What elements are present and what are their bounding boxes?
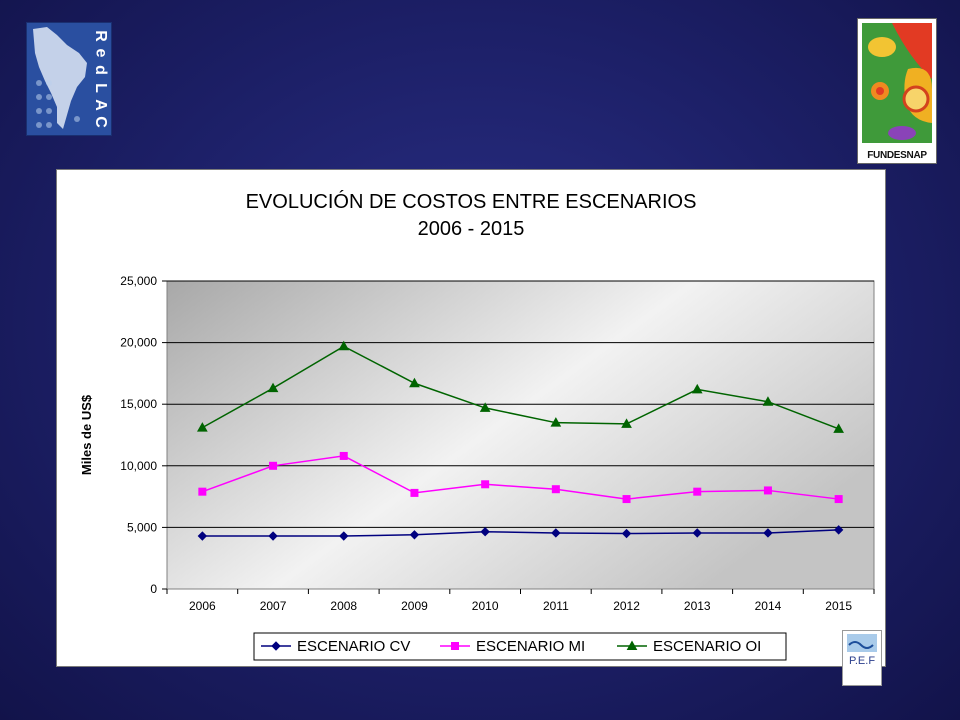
legend-label-3: ESCENARIO OI — [653, 638, 761, 655]
triangle-marker — [833, 423, 845, 433]
diamond-marker — [763, 528, 773, 538]
x-tick-label: 2006 — [189, 599, 216, 613]
diamond-marker — [621, 528, 632, 539]
legend: ESCENARIO CV ESCENARIO MI ESCENARIO OI — [261, 638, 761, 655]
y-tick-label: 20,000 — [120, 336, 157, 350]
y-tick-label: 15,000 — [120, 397, 157, 411]
series-line-2 — [202, 455, 839, 500]
diamond-marker — [480, 527, 490, 537]
triangle-marker — [626, 640, 638, 650]
triangle-marker — [409, 377, 420, 388]
pef-logo: P.E.F — [842, 630, 882, 686]
line-chart: EVOLUCIÓN DE COSTOS ENTRE ESCENARIOS 200… — [79, 190, 875, 661]
grid-lines — [167, 280, 874, 528]
series-markers — [196, 340, 845, 541]
y-tick-label: 5,000 — [127, 520, 157, 534]
diamond-marker — [692, 528, 702, 538]
fundesnap-artwork-icon — [862, 23, 932, 143]
square-marker — [451, 642, 459, 650]
diamond-marker — [197, 531, 208, 541]
x-tick-label: 2007 — [260, 599, 287, 613]
series-line-1 — [202, 529, 839, 537]
legend-label-1: ESCENARIO CV — [297, 638, 410, 655]
plot-area — [166, 280, 875, 590]
square-marker — [693, 487, 702, 496]
y-tick-label: 25,000 — [120, 274, 157, 288]
diamond-marker — [551, 528, 561, 538]
legend-box — [253, 632, 787, 661]
series-lines — [201, 345, 839, 537]
y-tick-label: 10,000 — [120, 459, 157, 473]
y-axis-label: Miles de US$ — [79, 394, 94, 475]
redlac-logo-text: R e d L A C — [91, 27, 109, 131]
triangle-marker — [762, 396, 774, 406]
x-tick-label: 2011 — [543, 599, 569, 613]
x-tick-label: 2009 — [401, 599, 428, 613]
pef-wave-icon — [847, 634, 877, 652]
triangle-marker — [338, 340, 350, 351]
square-marker — [410, 488, 419, 497]
triangle-marker — [479, 402, 491, 412]
triangle-marker — [621, 418, 632, 428]
chart-title-line-1: EVOLUCIÓN DE COSTOS ENTRE ESCENARIOS — [246, 190, 697, 213]
chart-title-line-2: 2006 - 2015 — [418, 218, 525, 240]
triangle-marker — [550, 417, 562, 427]
redlac-letter: e — [92, 48, 109, 58]
triangle-marker — [691, 383, 703, 394]
diamond-marker — [271, 641, 281, 651]
redlac-letter: C — [92, 116, 109, 129]
fundesnap-caption: FUNDESNAP — [867, 150, 927, 161]
triangle-marker — [267, 382, 279, 393]
redlac-logo: R e d L A C — [26, 22, 112, 136]
redlac-letter: L — [92, 82, 109, 93]
diamond-marker — [268, 531, 278, 541]
redlac-letter: A — [92, 99, 109, 111]
chart-panel: EVOLUCIÓN DE COSTOS ENTRE ESCENARIOS 200… — [56, 169, 886, 667]
x-tick-label: 2014 — [755, 599, 782, 613]
diamond-marker — [409, 530, 420, 540]
square-marker — [763, 486, 772, 495]
series-line-3 — [201, 345, 839, 430]
square-marker — [834, 495, 843, 504]
diamond-marker — [833, 525, 844, 535]
x-tick-label: 2015 — [825, 599, 852, 613]
square-marker — [339, 451, 348, 460]
x-tick-label: 2013 — [684, 599, 711, 613]
latin-america-map-icon — [33, 27, 87, 129]
legend-label-2: ESCENARIO MI — [476, 638, 585, 655]
diamond-marker — [339, 531, 349, 541]
triangle-marker — [196, 422, 208, 432]
x-tick-label: 2010 — [472, 599, 499, 613]
square-marker — [269, 461, 278, 470]
x-tick-label: 2008 — [330, 599, 357, 613]
square-marker — [551, 485, 560, 494]
x-tick-label: 2012 — [613, 599, 640, 613]
axes: 0 5,000 10,000 15,000 20,000 25,000 2006 2007 20… — [120, 274, 875, 613]
y-tick-label: 0 — [150, 582, 157, 596]
pef-caption: P.E.F — [848, 655, 876, 667]
square-marker — [198, 487, 207, 496]
square-marker — [481, 480, 490, 489]
redlac-letter: R — [92, 29, 109, 42]
fundesnap-logo: FUNDESNAP — [857, 18, 937, 164]
redlac-letter: d — [92, 65, 109, 76]
square-marker — [622, 495, 631, 504]
